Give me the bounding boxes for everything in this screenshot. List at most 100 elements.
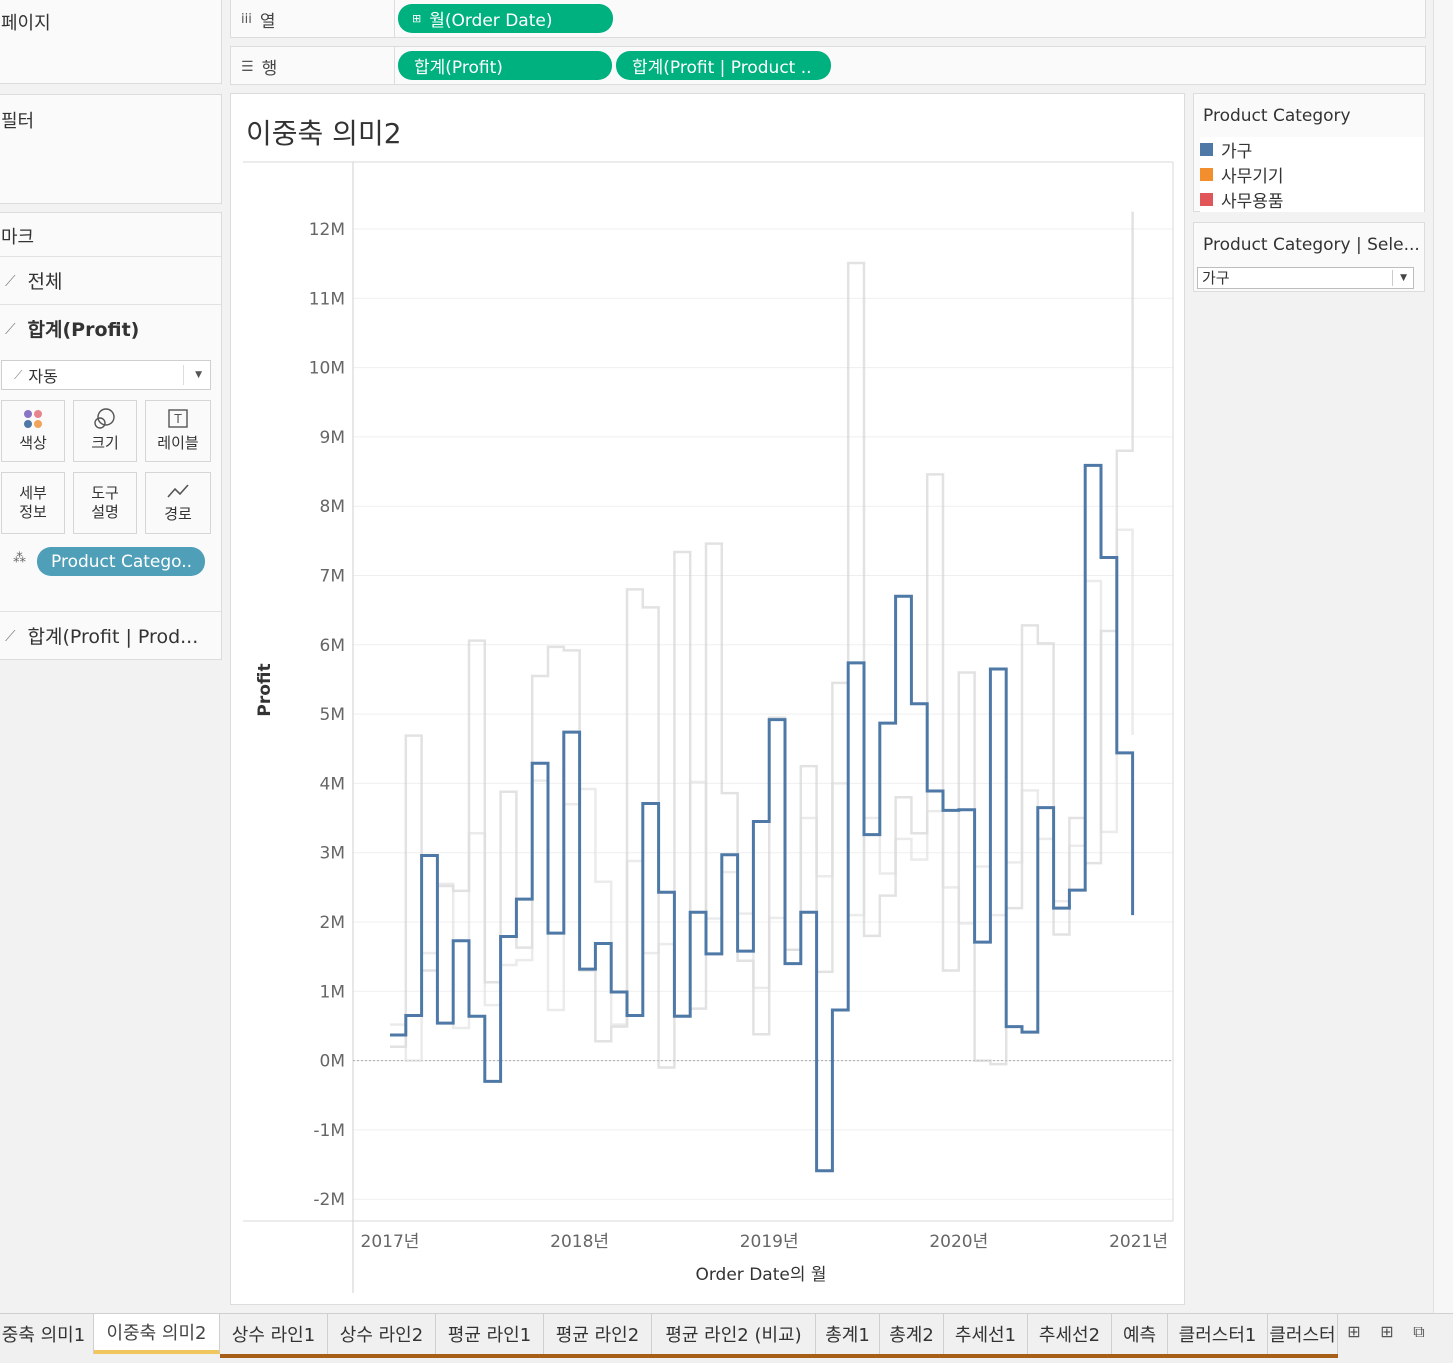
legend-item-furniture[interactable]: 가구	[1200, 137, 1424, 162]
y-tick-label: 10M	[309, 359, 345, 379]
new-worksheet-icon: ⊞	[1347, 1322, 1361, 1341]
sheet-tab[interactable]: 평균 라인2 (비교)	[652, 1314, 816, 1354]
marks-card-profit-product[interactable]: ⟋ 합계(Profit | Prod...	[0, 611, 221, 659]
size-button[interactable]: 크기	[73, 400, 137, 462]
label-button-label: 레이블	[157, 434, 199, 453]
sheet-tab[interactable]: 평균 라인2	[544, 1314, 652, 1354]
legend-item-office-machines[interactable]: 사무기기	[1200, 162, 1424, 187]
columns-pill-order-date[interactable]: ⊞ 월(Order Date)	[398, 4, 613, 33]
x-tick-label: 2017년	[361, 1232, 420, 1252]
series-line	[390, 528, 1134, 1062]
tabs-underline	[220, 1354, 1338, 1358]
y-ticks: 12M 11M 10M 9M 8M 7M 6M 5M 4M 3M 2M 1M 0M -1M -2M	[309, 220, 345, 1210]
color-button[interactable]: 색상	[1, 400, 65, 462]
sheet-tabs: 중축 의미1 이중축 의미2 상수 라인1 상수 라인2 평균 라인1 평균 라인2 평균 …	[0, 1314, 1338, 1354]
legend-swatch	[1200, 193, 1213, 206]
sheet-tab[interactable]: 예측	[1112, 1314, 1168, 1354]
columns-shelf[interactable]: iii 열 ⊞ 월(Order Date)	[230, 0, 1426, 38]
rows-pill-profit-product-label: 합계(Profit | Product ..	[632, 58, 812, 78]
label-button[interactable]: T 레이블	[145, 400, 211, 462]
y-tick-label: 5M	[320, 705, 345, 725]
x-tick-label: 2020년	[929, 1232, 988, 1252]
parameter-panel: Product Category | Sele... 가구 ▼	[1193, 222, 1425, 292]
dropdown-arrow-icon: ▼	[195, 370, 202, 380]
sheet-tab[interactable]: 상수 라인2	[328, 1314, 436, 1354]
size-button-label: 크기	[91, 434, 119, 453]
series-line	[390, 463, 1135, 1173]
mark-type-select[interactable]: ⟋ 자동 ▼	[1, 360, 211, 390]
sheet-tab[interactable]: 중축 의미1	[0, 1314, 94, 1354]
path-button[interactable]: 경로	[145, 472, 211, 534]
tooltip-button[interactable]: 도구 설명	[73, 472, 137, 534]
columns-pill-label: 월(Order Date)	[429, 11, 553, 31]
parameter-select[interactable]: 가구 ▼	[1197, 267, 1414, 289]
profit-chart[interactable]: 12M 11M 10M 9M 8M 7M 6M 5M 4M 3M 2M 1M 0M -1M -2M 2017…	[230, 93, 1185, 1305]
y-tick-label: 4M	[320, 774, 345, 794]
legend-item-label: 가구	[1221, 142, 1253, 162]
y-tick-label: 2M	[320, 913, 345, 933]
select-divider	[183, 365, 184, 385]
sheet-tab[interactable]: 상수 라인1	[220, 1314, 328, 1354]
series-line	[390, 211, 1134, 1069]
color-field-icon: ⁂	[13, 551, 26, 566]
rows-label-text: 행	[261, 59, 278, 79]
tooltip-button-label: 도구 설명	[91, 483, 119, 522]
dropdown-arrow-icon: ▼	[1400, 273, 1407, 283]
sheet-tab[interactable]: 총계1	[816, 1314, 880, 1354]
pages-title: 페이지	[1, 13, 51, 34]
series-layer	[390, 211, 1135, 1173]
label-t-icon: T	[168, 409, 188, 428]
marks-card-all-label: 전체	[27, 271, 63, 293]
sheet-tab[interactable]: 추세선2	[1028, 1314, 1112, 1354]
sheet-tab[interactable]: 총계2	[880, 1314, 944, 1354]
x-tick-label: 2018년	[550, 1232, 609, 1252]
marks-card-profit[interactable]: ⟋ 합계(Profit)	[0, 304, 221, 352]
rows-pill-profit-label: 합계(Profit)	[414, 58, 503, 78]
sheet-tab[interactable]: 클러스터	[1268, 1314, 1338, 1354]
new-story-button[interactable]: ⧉	[1406, 1322, 1432, 1346]
sheet-tab[interactable]: 추세선1	[944, 1314, 1028, 1354]
new-worksheet-button[interactable]: ⊞	[1341, 1322, 1367, 1346]
vertical-scrollbar[interactable]	[1433, 0, 1453, 1313]
sheet-tabs-bar: 중축 의미1 이중축 의미2 상수 라인1 상수 라인2 평균 라인1 평균 라인2 평균 …	[0, 1313, 1453, 1363]
y-tick-label: 11M	[309, 289, 345, 309]
svg-text:T: T	[173, 412, 182, 426]
marks-card-all[interactable]: ⟋ 전체	[0, 256, 221, 304]
color-field-pill[interactable]: Product Catego..	[37, 547, 205, 576]
parameter-value: 가구	[1202, 269, 1230, 287]
y-tick-label: 0M	[320, 1052, 345, 1072]
viz-title: 이중축 의미2	[246, 117, 402, 150]
legend-swatch	[1200, 143, 1213, 156]
rows-pill-profit-product[interactable]: 합계(Profit | Product ..	[616, 51, 831, 80]
shelf-divider	[394, 0, 395, 37]
marks-panel: 마크 ⟋ 전체 ⟋ 합계(Profit) ⟋ 자동 ▼ 색상 크기 T 레이블 …	[0, 212, 222, 660]
path-button-label: 경로	[164, 505, 192, 524]
legend-item-label: 사무용품	[1221, 192, 1284, 212]
marks-card-profit-label: 합계(Profit)	[27, 319, 140, 341]
new-dashboard-button[interactable]: ⊞	[1374, 1322, 1400, 1346]
rows-shelf[interactable]: ☰ 행 합계(Profit) 합계(Profit | Product ..	[230, 46, 1426, 85]
marks-card-profit-product-label: 합계(Profit | Prod...	[27, 626, 199, 648]
columns-label-text: 열	[259, 12, 276, 32]
rows-pill-profit[interactable]: 합계(Profit)	[398, 51, 612, 80]
sheet-tab[interactable]: 평균 라인1	[436, 1314, 544, 1354]
legend-item-label: 사무기기	[1221, 167, 1284, 187]
line-mark-icon: ⟋	[5, 626, 16, 645]
columns-shelf-label: iii 열	[241, 7, 275, 32]
y-tick-label: 12M	[309, 220, 345, 240]
viz-panel: 이중축 의미2	[230, 93, 1185, 1305]
y-tick-label: -1M	[313, 1121, 345, 1141]
mark-type-value: 자동	[28, 367, 58, 386]
sheet-tab[interactable]: 이중축 의미2	[94, 1314, 220, 1354]
sheet-tab[interactable]: 클러스터1	[1168, 1314, 1268, 1354]
detail-button[interactable]: 세부 정보	[1, 472, 65, 534]
filters-panel[interactable]: 필터	[0, 94, 222, 204]
y-axis-title: Profit	[255, 663, 275, 716]
y-tick-label: 1M	[320, 982, 345, 1002]
x-axis-title: Order Date의 월	[695, 1265, 826, 1285]
legend-list: 가구 사무기기 사무용품	[1200, 137, 1424, 212]
legend-item-office-supplies[interactable]: 사무용품	[1200, 187, 1424, 212]
new-story-icon: ⧉	[1413, 1322, 1425, 1341]
filters-title: 필터	[1, 111, 35, 132]
columns-icon: iii	[241, 12, 252, 27]
